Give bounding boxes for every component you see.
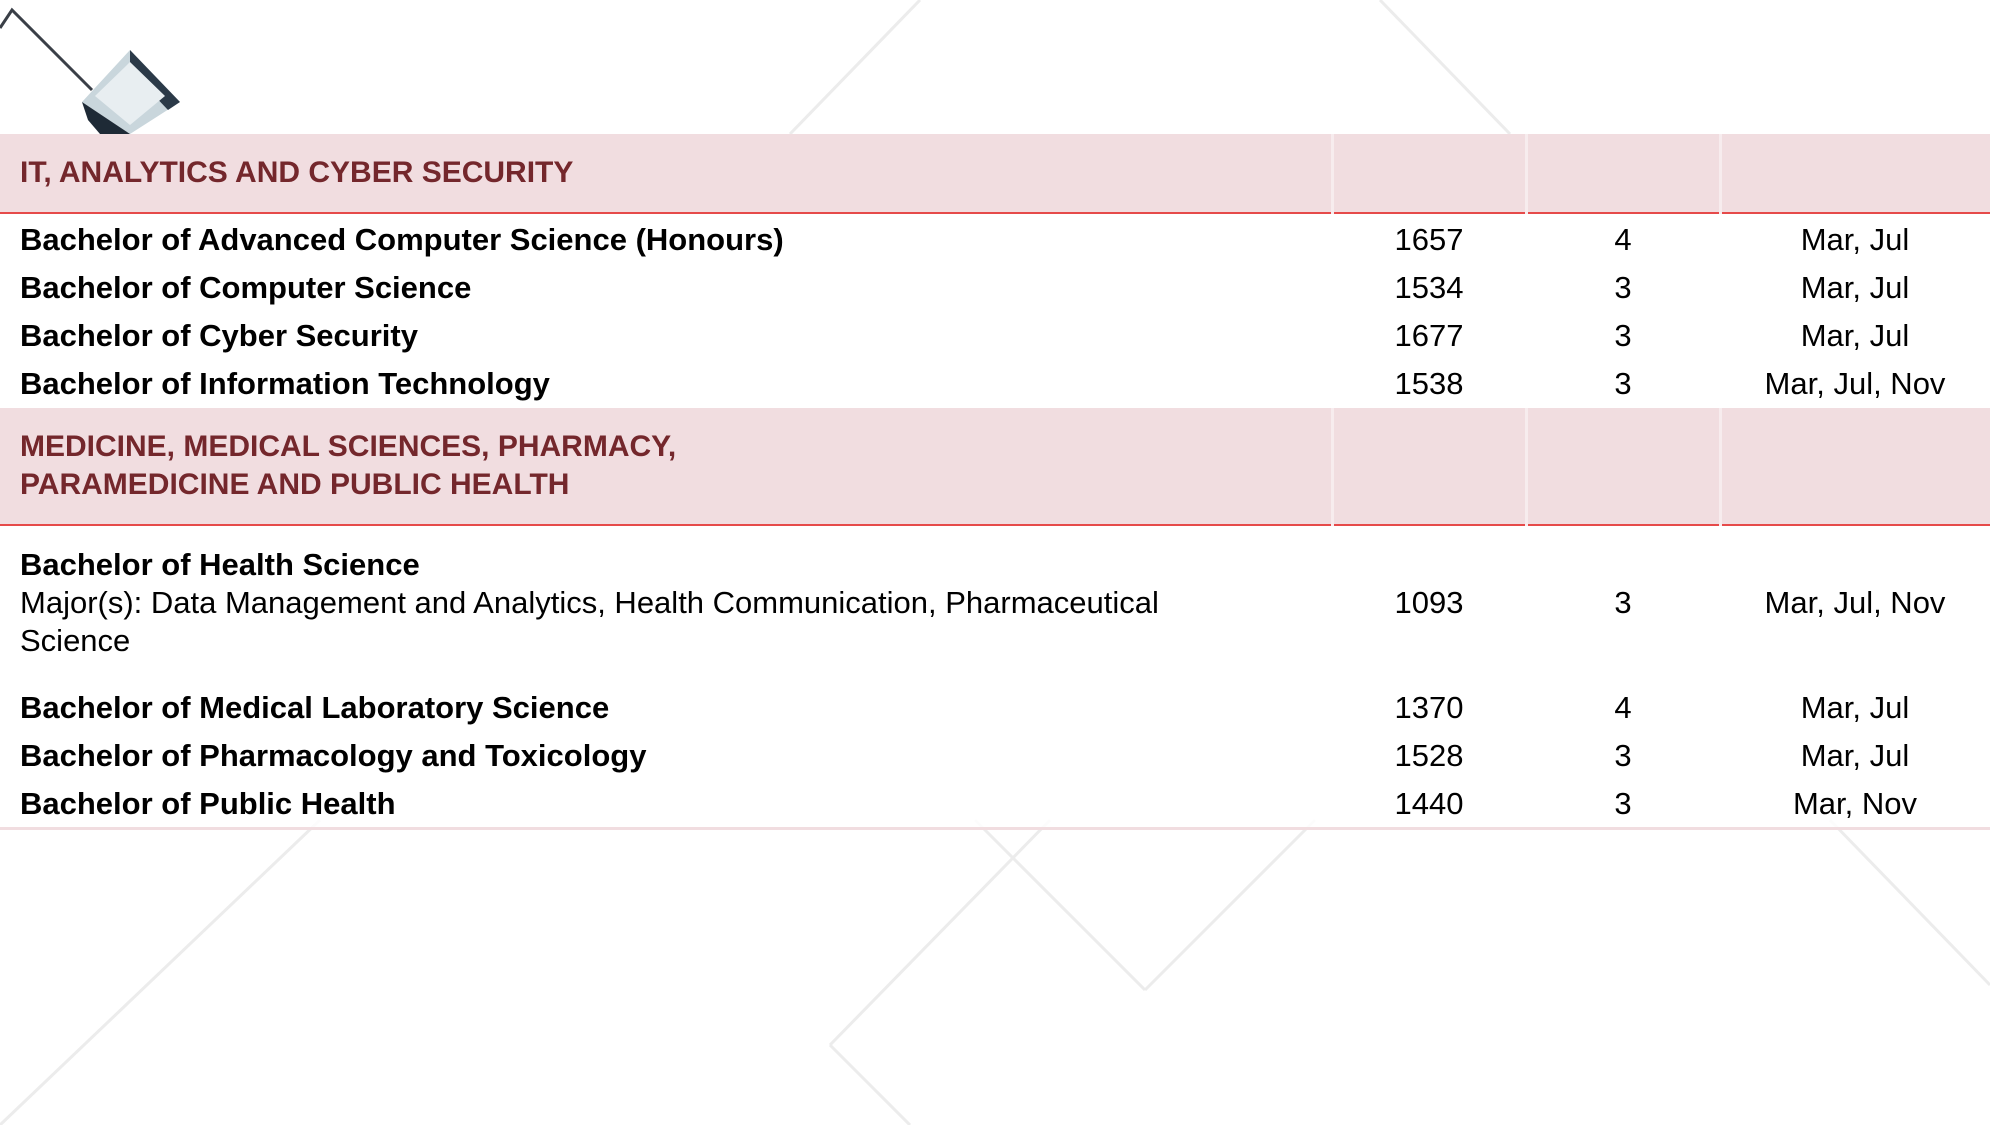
course-code: 1677 xyxy=(1332,312,1526,360)
course-code: 1538 xyxy=(1332,360,1526,408)
course-name: Bachelor of Cyber Security xyxy=(0,312,1332,360)
course-code: 1440 xyxy=(1332,780,1526,830)
course-code: 1370 xyxy=(1332,684,1526,732)
course-table: IT, ANALYTICS AND CYBER SECURITY Bachelo… xyxy=(0,134,1990,830)
course-name: Bachelor of Advanced Computer Science (H… xyxy=(0,213,1332,264)
course-years: 3 xyxy=(1526,780,1720,830)
course-name: Bachelor of Health Science xyxy=(20,547,420,582)
course-years: 3 xyxy=(1526,525,1720,684)
course-intake: Mar, Jul xyxy=(1720,732,1990,780)
logo-icon xyxy=(0,7,180,134)
course-code: 1528 xyxy=(1332,732,1526,780)
table-row: Bachelor of Cyber Security 1677 3 Mar, J… xyxy=(0,312,1990,360)
table-row: Bachelor of Pharmacology and Toxicology … xyxy=(0,732,1990,780)
course-intake: Mar, Jul, Nov xyxy=(1720,525,1990,684)
section-header-medicine: MEDICINE, MEDICAL SCIENCES, PHARMACY, PA… xyxy=(0,408,1990,526)
section-title: IT, ANALYTICS AND CYBER SECURITY xyxy=(0,134,1332,214)
course-intake: Mar, Jul, Nov xyxy=(1720,360,1990,408)
course-code: 1534 xyxy=(1332,264,1526,312)
section-header-it: IT, ANALYTICS AND CYBER SECURITY xyxy=(0,134,1990,214)
table-row: Bachelor of Public Health 1440 3 Mar, No… xyxy=(0,780,1990,830)
course-intake: Mar, Nov xyxy=(1720,780,1990,830)
table-row: Bachelor of Information Technology 1538 … xyxy=(0,360,1990,408)
table-row: Bachelor of Computer Science 1534 3 Mar,… xyxy=(0,264,1990,312)
course-code: 1093 xyxy=(1332,525,1526,684)
table-row: Bachelor of Health Science Major(s): Dat… xyxy=(0,525,1990,684)
course-intake: Mar, Jul xyxy=(1720,264,1990,312)
course-years: 3 xyxy=(1526,360,1720,408)
course-intake: Mar, Jul xyxy=(1720,312,1990,360)
course-years: 3 xyxy=(1526,312,1720,360)
course-name: Bachelor of Medical Laboratory Science xyxy=(0,684,1332,732)
course-years: 4 xyxy=(1526,213,1720,264)
course-code: 1657 xyxy=(1332,213,1526,264)
course-intake: Mar, Jul xyxy=(1720,213,1990,264)
course-name-cell: Bachelor of Health Science Major(s): Dat… xyxy=(0,525,1332,684)
table-row: Bachelor of Medical Laboratory Science 1… xyxy=(0,684,1990,732)
course-years: 3 xyxy=(1526,732,1720,780)
course-name: Bachelor of Information Technology xyxy=(0,360,1332,408)
course-majors: Major(s): Data Management and Analytics,… xyxy=(20,585,1159,658)
course-name: Bachelor of Computer Science xyxy=(0,264,1332,312)
course-name: Bachelor of Pharmacology and Toxicology xyxy=(0,732,1332,780)
course-years: 4 xyxy=(1526,684,1720,732)
course-years: 3 xyxy=(1526,264,1720,312)
section-title: MEDICINE, MEDICAL SCIENCES, PHARMACY, PA… xyxy=(0,408,1332,526)
course-intake: Mar, Jul xyxy=(1720,684,1990,732)
table-row: Bachelor of Advanced Computer Science (H… xyxy=(0,213,1990,264)
course-name: Bachelor of Public Health xyxy=(0,780,1332,830)
